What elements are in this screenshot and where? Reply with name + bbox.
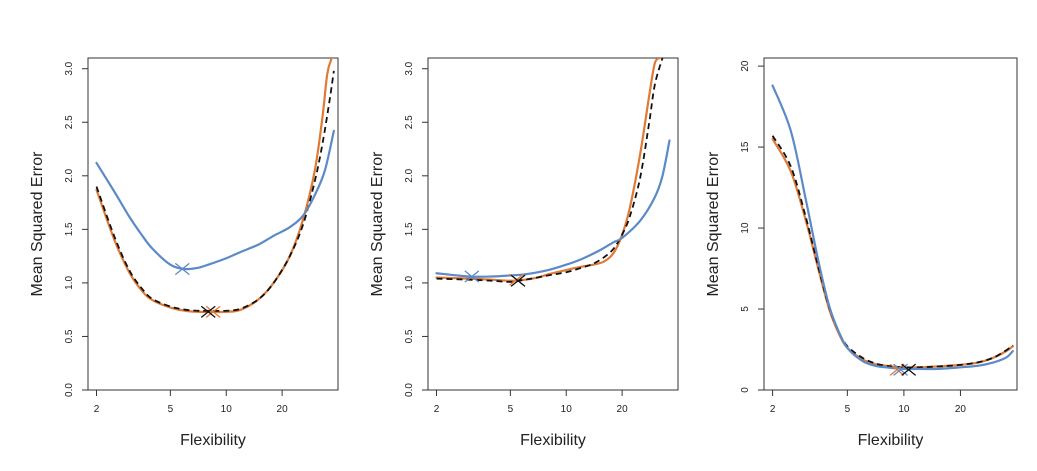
chart-panel-2: 0.0 0.5 1.0 1.5 2.0 2.5 3.0 2 5 10 20 Flexibility Me… bbox=[369, 57, 679, 449]
y-tick-label: 1.5 bbox=[404, 222, 415, 236]
plot-frame bbox=[87, 57, 339, 391]
x-tick-label: 20 bbox=[277, 404, 289, 415]
series-line-true bbox=[95, 58, 333, 314]
minimum-marker bbox=[510, 274, 526, 287]
x-axis-title: Flexibility bbox=[180, 432, 246, 449]
x-tick-label: 2 bbox=[770, 404, 776, 415]
y-tick-label: 0 bbox=[740, 387, 751, 393]
plot-frame bbox=[427, 57, 679, 391]
x-tick-label: 2 bbox=[94, 404, 100, 415]
y-tick-label: 0.5 bbox=[404, 329, 415, 343]
y-tick-label: 5 bbox=[740, 306, 751, 312]
y-tick-label: 1.0 bbox=[64, 276, 75, 290]
x-tick-label: 20 bbox=[617, 404, 629, 415]
marker-stroke bbox=[889, 363, 905, 376]
minimum-marker bbox=[901, 363, 917, 376]
minimum-marker bbox=[174, 262, 190, 276]
y-tick-label: 0.0 bbox=[64, 383, 75, 397]
x-tick-label: 20 bbox=[955, 404, 967, 415]
plot-area bbox=[435, 58, 671, 283]
x-tick-label: 5 bbox=[508, 404, 514, 415]
x-tick-label: 5 bbox=[168, 404, 174, 415]
y-tick-label: 0.5 bbox=[64, 329, 75, 343]
minimum-marker bbox=[889, 363, 905, 376]
y-tick-label: 2.0 bbox=[64, 168, 75, 182]
y-tick-label: 3.0 bbox=[404, 61, 415, 75]
y-tick-label: 0.0 bbox=[404, 383, 415, 397]
minimum-marker bbox=[464, 270, 480, 283]
series-line-cv bbox=[95, 70, 335, 312]
y-tick-label: 10 bbox=[740, 222, 751, 234]
minimum-marker bbox=[893, 363, 908, 376]
y-axis-title: Mean Squared Error bbox=[369, 151, 386, 297]
series-line-cv bbox=[436, 58, 664, 283]
x-axis-title: Flexibility bbox=[858, 432, 924, 449]
plot-area bbox=[771, 84, 1014, 371]
y-tick-label: 1.5 bbox=[64, 222, 75, 236]
series-line-train bbox=[95, 129, 335, 271]
y-tick-label: 2.5 bbox=[64, 115, 75, 129]
chart-panel-1: 0.0 0.5 1.0 1.5 2.0 2.5 3.0 2 5 10 20 Flexibility Me… bbox=[29, 57, 339, 449]
marker-stroke bbox=[901, 363, 917, 376]
x-axis-title: Flexibility bbox=[520, 432, 586, 449]
marker-stroke bbox=[200, 305, 216, 318]
y-axis-title: Mean Squared Error bbox=[29, 151, 46, 297]
marker-stroke bbox=[205, 305, 221, 318]
marker-stroke bbox=[893, 363, 908, 376]
x-tick-label: 10 bbox=[898, 404, 910, 415]
x-tick-label: 5 bbox=[845, 404, 851, 415]
plot-area bbox=[95, 58, 335, 314]
marker-stroke bbox=[174, 262, 190, 276]
x-tick-label: 10 bbox=[561, 404, 573, 415]
marker-stroke bbox=[510, 274, 526, 287]
y-tick-label: 2.0 bbox=[404, 168, 415, 182]
series-line-train bbox=[435, 139, 671, 278]
series-line-true bbox=[771, 137, 1014, 369]
y-tick-label: 2.5 bbox=[404, 115, 415, 129]
x-tick-label: 2 bbox=[434, 404, 440, 415]
y-tick-label: 20 bbox=[740, 60, 751, 72]
y-tick-label: 3.0 bbox=[64, 61, 75, 75]
minimum-marker bbox=[200, 305, 216, 318]
series-line-train bbox=[771, 84, 1014, 371]
minimum-marker bbox=[205, 305, 221, 318]
plot-frame bbox=[763, 57, 1018, 391]
series-line-true bbox=[435, 58, 662, 282]
series-line-cv bbox=[771, 135, 1014, 369]
y-tick-label: 1.0 bbox=[404, 276, 415, 290]
x-tick-label: 10 bbox=[221, 404, 233, 415]
y-axis-title: Mean Squared Error bbox=[705, 151, 722, 297]
y-tick-label: 15 bbox=[740, 141, 751, 153]
marker-stroke bbox=[464, 270, 480, 283]
